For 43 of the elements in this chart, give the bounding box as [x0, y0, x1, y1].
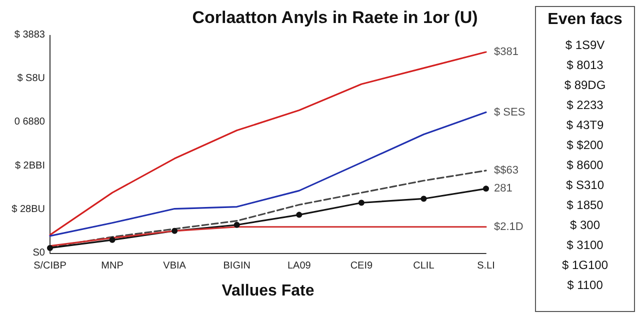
text: $ $200 [566, 137, 604, 154]
text: $ 1850 [566, 197, 604, 214]
annotation: $ SES [494, 106, 526, 118]
annotation: 281 [494, 182, 512, 195]
annotation: $$63 [494, 164, 518, 177]
text: $ 8013 [566, 57, 604, 74]
text: S0 [32, 248, 46, 258]
point [358, 200, 364, 206]
x-tick-label: S.LI [477, 260, 495, 272]
text: $ 43T9 [565, 117, 605, 134]
text: $ 1100 [566, 277, 604, 294]
point [109, 236, 116, 243]
x-tick-label: BIGIN [223, 260, 250, 272]
text: $ 3883 [14, 30, 46, 40]
text: $ 2233 [566, 97, 604, 114]
text: $ 3100 [566, 237, 604, 254]
x-tick-label: S/CIBP [34, 260, 67, 272]
x-axis-title: Vallues Fate [222, 282, 314, 300]
text: $ 300 [568, 217, 602, 234]
text: $ 2BBI [14, 160, 45, 172]
chart-title: Corlaatton Anyls in Raete in 1or (U) [192, 8, 478, 27]
point [420, 196, 427, 202]
text: $ 28BU [12, 204, 45, 215]
x-tick-label: CEI9 [350, 260, 373, 272]
x-tick-label: LA09 [287, 260, 312, 272]
text: $ 89DG [563, 77, 607, 94]
text: $ S8U [17, 73, 45, 84]
text: $ S310 [564, 177, 606, 194]
text: $ 8600 [566, 157, 604, 174]
text: $ 1G100 [560, 257, 610, 274]
text: Even facs [546, 11, 624, 29]
x-tick-label: MNP [101, 260, 124, 272]
x-tick-label: CLIL [413, 260, 435, 272]
text: 0 6880 [14, 116, 46, 128]
point [234, 222, 240, 228]
annotation: $381 [494, 46, 518, 58]
point [483, 186, 489, 192]
annotation: $2.1D [494, 220, 524, 233]
point [172, 228, 178, 234]
text: $ 1S9V [564, 37, 606, 54]
point [47, 244, 53, 251]
point [296, 212, 302, 218]
x-tick-label: VBIA [163, 260, 186, 272]
